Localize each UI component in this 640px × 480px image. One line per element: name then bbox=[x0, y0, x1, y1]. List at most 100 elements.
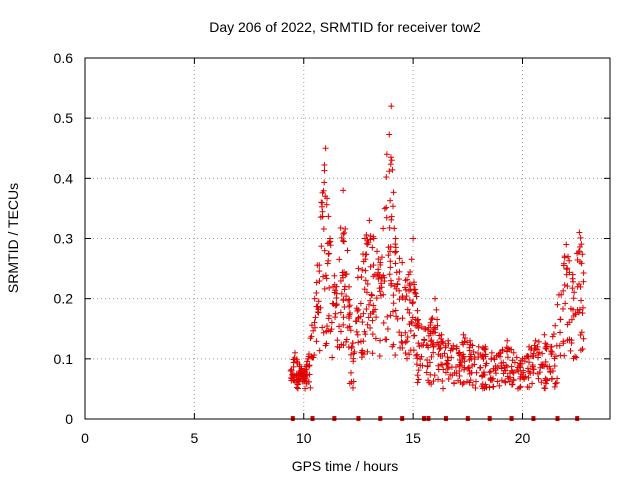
data-point bbox=[504, 337, 511, 344]
data-point bbox=[370, 302, 377, 309]
data-point bbox=[358, 273, 365, 280]
data-point bbox=[489, 375, 496, 382]
data-point bbox=[573, 354, 580, 361]
data-point bbox=[576, 248, 583, 255]
data-point bbox=[323, 201, 330, 208]
y-tick-label: 0.2 bbox=[54, 291, 74, 307]
data-point bbox=[355, 339, 362, 346]
data-point bbox=[440, 366, 447, 373]
data-point bbox=[408, 318, 415, 325]
data-point bbox=[369, 331, 376, 338]
data-point bbox=[521, 358, 528, 365]
data-point bbox=[399, 259, 406, 266]
data-point bbox=[410, 299, 417, 306]
data-point bbox=[364, 280, 371, 287]
data-point bbox=[407, 280, 414, 287]
data-point bbox=[508, 367, 515, 374]
data-point bbox=[321, 161, 328, 168]
data-point bbox=[301, 377, 308, 384]
data-point bbox=[412, 286, 419, 293]
data-point bbox=[469, 382, 476, 389]
data-point bbox=[456, 367, 463, 374]
data-point bbox=[332, 314, 339, 321]
data-point bbox=[340, 297, 347, 304]
data-point bbox=[318, 243, 325, 250]
data-point bbox=[543, 376, 550, 383]
data-point bbox=[340, 321, 347, 328]
data-point bbox=[556, 342, 563, 349]
data-point bbox=[482, 345, 489, 352]
data-point bbox=[490, 365, 497, 372]
data-point bbox=[389, 166, 396, 173]
y-axis-label: SRMTID / TECUs bbox=[5, 183, 21, 293]
data-point bbox=[357, 338, 364, 345]
data-point bbox=[325, 312, 332, 319]
data-point bbox=[577, 283, 584, 290]
data-point bbox=[578, 297, 585, 304]
data-point bbox=[546, 363, 553, 370]
data-point bbox=[333, 290, 340, 297]
data-point bbox=[294, 385, 301, 392]
data-point bbox=[323, 275, 330, 282]
y-tick-label: 0.1 bbox=[54, 351, 74, 367]
data-point bbox=[398, 332, 405, 339]
data-point bbox=[346, 309, 353, 316]
data-point bbox=[568, 316, 575, 323]
data-point bbox=[549, 333, 556, 340]
data-point bbox=[367, 297, 374, 304]
data-point bbox=[288, 377, 295, 384]
data-point bbox=[319, 324, 326, 331]
data-point bbox=[540, 362, 547, 369]
data-point bbox=[510, 377, 517, 384]
data-point bbox=[337, 224, 344, 231]
data-point bbox=[468, 369, 475, 376]
data-point bbox=[579, 304, 586, 311]
data-point bbox=[554, 301, 561, 308]
data-point bbox=[399, 315, 406, 322]
data-point bbox=[461, 338, 468, 345]
data-point bbox=[421, 337, 428, 344]
data-point bbox=[434, 339, 441, 346]
data-point bbox=[364, 241, 371, 248]
data-point bbox=[415, 325, 422, 332]
data-point bbox=[564, 321, 571, 328]
data-point bbox=[499, 347, 506, 354]
data-point bbox=[388, 213, 395, 220]
data-point bbox=[333, 301, 340, 308]
data-point bbox=[430, 343, 437, 350]
data-point bbox=[507, 374, 514, 381]
data-point bbox=[525, 368, 532, 375]
data-point bbox=[390, 292, 397, 299]
data-point bbox=[486, 384, 493, 391]
data-point bbox=[579, 251, 586, 258]
data-point bbox=[414, 307, 421, 314]
data-point bbox=[375, 275, 382, 282]
data-point bbox=[354, 274, 361, 281]
data-point bbox=[311, 324, 318, 331]
data-point bbox=[363, 306, 370, 313]
data-point bbox=[416, 343, 423, 350]
data-point bbox=[345, 297, 352, 304]
data-point bbox=[560, 305, 567, 312]
data-point bbox=[371, 271, 378, 278]
data-point bbox=[368, 292, 375, 299]
data-point bbox=[402, 339, 409, 346]
data-point bbox=[569, 271, 576, 278]
data-point bbox=[396, 268, 403, 275]
data-point bbox=[337, 309, 344, 316]
data-point bbox=[396, 255, 403, 262]
y-tick-label: 0.5 bbox=[54, 110, 74, 126]
data-point bbox=[445, 364, 452, 371]
data-point bbox=[444, 354, 451, 361]
data-point bbox=[529, 363, 536, 370]
data-point bbox=[520, 367, 527, 374]
data-point bbox=[456, 352, 463, 359]
data-point bbox=[509, 381, 516, 388]
data-point bbox=[353, 328, 360, 335]
data-point bbox=[560, 340, 567, 347]
data-point bbox=[445, 340, 452, 347]
data-point bbox=[514, 366, 521, 373]
data-point bbox=[440, 340, 447, 347]
data-point bbox=[311, 352, 318, 359]
